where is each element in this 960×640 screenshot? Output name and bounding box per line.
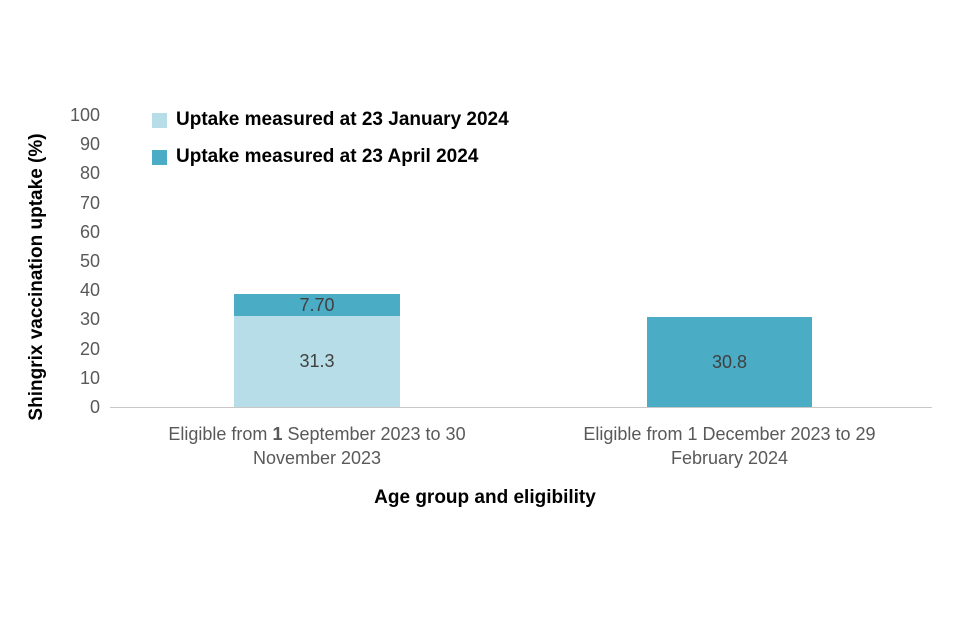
y-tick-label-100: 100 [69, 105, 100, 125]
y-tick-label-50: 50 [79, 251, 100, 271]
y-tick-label-10: 10 [79, 367, 100, 388]
y-tick-label-70: 70 [79, 192, 100, 213]
bar-0-segment-series-1: 7.70 [234, 294, 400, 316]
y-tick-label-80: 80 [79, 163, 100, 184]
legend-label-april: Uptake measured at 23 April 2024 [176, 146, 479, 167]
x-category-label-1: Eligible from 1 December 2023 to 29 Febru… [583, 424, 876, 468]
y-tick-label-90: 90 [79, 134, 100, 155]
legend-label-january: Uptake measured at 23 January 2024 [176, 109, 509, 130]
legend-swatch-january-icon [152, 112, 167, 128]
legend-swatch-april-icon [152, 149, 167, 165]
bar-0-segment-series-0: 31.3 [234, 316, 400, 407]
bar-value-label: 30.8 [711, 351, 748, 372]
legend-item-january: Uptake measured at 23 January 2024 [152, 109, 509, 130]
y-tick-label-40: 40 [79, 280, 100, 301]
y-tick-label-30: 30 [79, 309, 100, 330]
x-axis-line [110, 407, 932, 408]
legend: Uptake measured at 23 January 2024 Uptak… [152, 109, 509, 184]
bar-1-segment-series-1: 30.8 [647, 317, 812, 407]
x-category-label-0: Eligible from 1 September 2023 to 30 Nove… [168, 424, 466, 468]
y-tick-label-0: 0 [89, 397, 100, 417]
x-axis-title: Age group and eligibility [374, 487, 596, 508]
bar-value-label: 31.3 [299, 351, 335, 371]
y-tick-label-20: 20 [79, 338, 100, 359]
bar-value-label: 7.70 [299, 294, 335, 315]
legend-item-april: Uptake measured at 23 April 2024 [152, 146, 509, 167]
y-tick-label-60: 60 [79, 221, 100, 242]
